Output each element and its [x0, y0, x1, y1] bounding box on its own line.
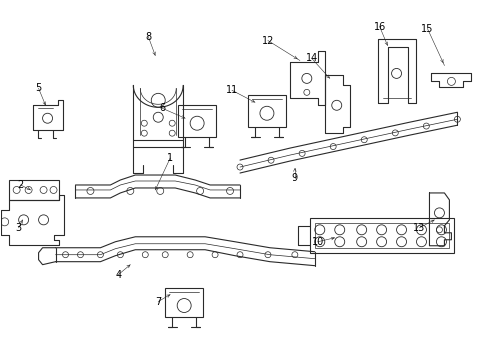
Text: 12: 12: [261, 36, 274, 46]
Text: 14: 14: [305, 54, 317, 63]
Bar: [9, 180, 59, 200]
Text: 9: 9: [291, 173, 297, 183]
Text: 10: 10: [311, 237, 323, 247]
Text: 16: 16: [373, 22, 385, 32]
Bar: [247, 95, 285, 127]
Bar: [178, 105, 216, 137]
Text: 11: 11: [225, 85, 238, 95]
Text: 15: 15: [421, 24, 433, 33]
Text: 8: 8: [145, 32, 151, 41]
Text: 4: 4: [115, 270, 121, 280]
Bar: [314, 223, 448, 248]
Text: 3: 3: [16, 223, 21, 233]
Text: 1: 1: [167, 153, 173, 163]
Text: 2: 2: [18, 180, 24, 190]
Bar: [309, 218, 453, 253]
Text: 6: 6: [159, 103, 165, 113]
Bar: [165, 288, 203, 318]
Text: 13: 13: [412, 223, 425, 233]
Text: 7: 7: [155, 297, 161, 306]
Text: 5: 5: [36, 84, 41, 93]
